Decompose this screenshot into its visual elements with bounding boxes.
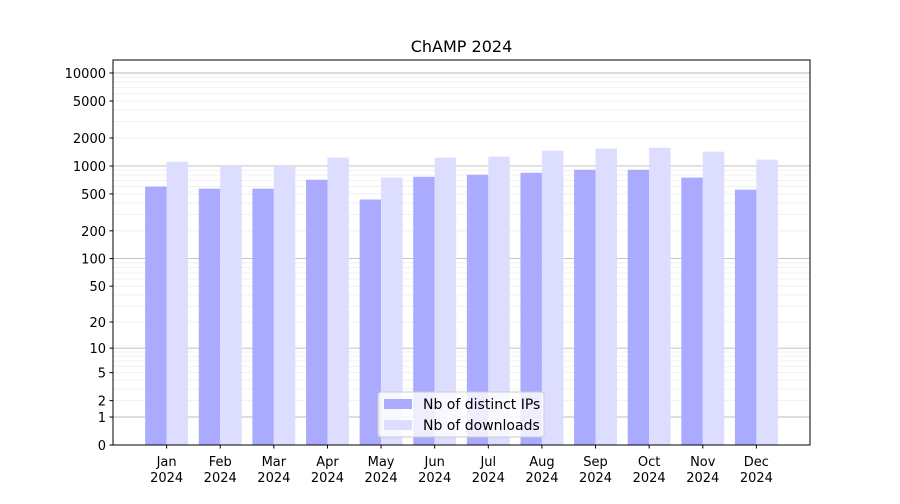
y-tick-label: 2	[98, 395, 106, 410]
bar-distinct-ips	[252, 188, 274, 445]
y-tick-label: 10	[89, 342, 106, 357]
legend-label-ips: Nb of distinct IPs	[423, 397, 540, 413]
bars	[145, 147, 778, 446]
y-tick-label: 10000	[65, 67, 106, 82]
y-tick-label: 500	[81, 188, 106, 203]
bar-downloads	[273, 165, 296, 446]
x-tick-label: Sep 2024	[579, 455, 612, 486]
bar-downloads	[541, 150, 564, 445]
x-tick-label: Dec 2024	[740, 455, 773, 486]
bar-downloads	[381, 177, 403, 445]
y-tick-label: 5	[98, 367, 106, 382]
legend: Nb of distinct IPs Nb of downloads	[377, 391, 545, 438]
x-axis: Jan 2024 Feb 2024 Mar 2024 Apr 2024 May 2024 Jun 20…	[150, 445, 773, 486]
legend-label-downloads: Nb of downloads	[423, 418, 540, 434]
bar-distinct-ips	[627, 169, 650, 446]
x-tick-label: Jan 2024	[150, 455, 183, 486]
y-tick-label: 100	[81, 253, 106, 268]
bar-downloads	[595, 148, 617, 445]
y-tick-label: 200	[81, 225, 106, 240]
bar-downloads	[327, 157, 349, 445]
x-tick-label: Oct 2024	[633, 455, 666, 486]
bar-distinct-ips	[681, 177, 703, 445]
bar-downloads	[220, 165, 242, 446]
x-tick-label: Aug 2024	[525, 455, 558, 486]
bar-downloads	[434, 157, 457, 445]
y-tick-label: 5000	[73, 95, 106, 110]
x-tick-label: Nov 2024	[686, 455, 719, 486]
bar-distinct-ips	[466, 174, 489, 445]
chart-title: ChAMP 2024	[411, 37, 513, 56]
bar-downloads	[756, 159, 778, 445]
bar-distinct-ips	[574, 169, 596, 446]
bar-downloads	[702, 151, 725, 445]
bar-distinct-ips	[413, 176, 435, 446]
bar-downloads	[649, 147, 671, 445]
bar-distinct-ips	[145, 186, 167, 445]
bar-distinct-ips	[198, 188, 221, 445]
y-tick-label: 20	[89, 316, 106, 331]
plot-frame	[112, 59, 811, 446]
x-tick-label: Feb 2024	[204, 455, 237, 486]
legend-swatch-ips	[384, 399, 412, 409]
x-tick-label: May 2024	[365, 455, 398, 486]
x-tick-label: Apr 2024	[311, 455, 344, 486]
bar-downloads	[488, 156, 510, 445]
y-axis: 0 12 5 10 20 50 100 200 500 1000 2000 5000 10000	[65, 67, 113, 454]
y-tick-label: 1	[98, 411, 106, 426]
bar-distinct-ips	[359, 199, 382, 445]
legend-swatch-downloads	[384, 420, 412, 430]
y-tick-label: 50	[89, 280, 106, 295]
x-tick-label: Mar 2024	[257, 455, 290, 486]
legend-box	[377, 391, 545, 438]
bar-distinct-ips	[734, 189, 757, 445]
x-tick-label: Jun 2024	[418, 455, 451, 486]
bar-distinct-ips	[306, 179, 328, 445]
bar-downloads	[166, 161, 189, 445]
y-tick-label: 0	[98, 439, 106, 454]
bar-distinct-ips	[520, 172, 542, 445]
x-tick-label: Jul 2024	[472, 455, 505, 486]
y-tick-label: 2000	[73, 132, 106, 147]
y-tick-label: 1000	[73, 160, 106, 175]
